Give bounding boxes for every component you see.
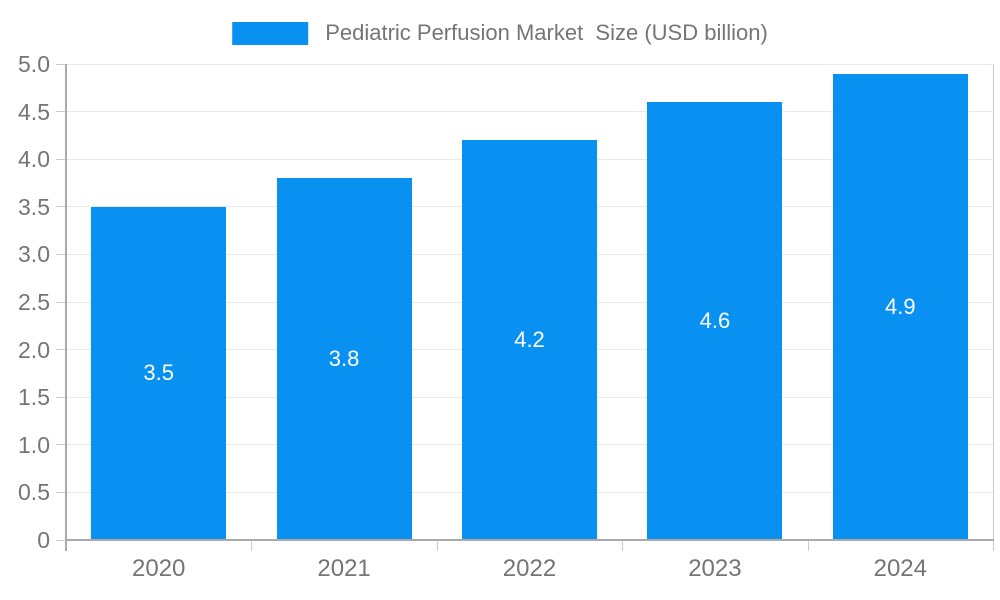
y-axis-line [65, 64, 67, 551]
y-tick [56, 253, 66, 255]
x-tick [622, 540, 624, 551]
x-tick [807, 540, 809, 551]
y-tick [56, 539, 66, 541]
legend-swatch [232, 21, 309, 45]
bar[interactable]: 4.6 [647, 102, 783, 540]
y-tick-label: 5.0 [18, 51, 50, 77]
y-tick-label: 3.0 [18, 241, 50, 268]
y-tick-label: 2.5 [18, 289, 50, 315]
y-tick-label: 2.0 [18, 336, 50, 363]
bar-value-label: 4.6 [699, 308, 731, 334]
legend-label: Pediatric Perfusion Market Size (USD bil… [325, 20, 768, 45]
bar-value-label: 4.9 [885, 293, 916, 319]
x-axis-line [66, 539, 994, 541]
gridline [66, 63, 993, 65]
y-tick-label: 1.0 [18, 431, 50, 458]
y-tick-label: 0 [37, 527, 50, 553]
y-tick-label: 0.5 [18, 479, 50, 506]
y-tick [56, 349, 66, 351]
y-tick [56, 491, 66, 493]
x-tick-label: 2020 [132, 555, 186, 582]
y-tick [56, 63, 66, 65]
legend[interactable]: Pediatric Perfusion Market Size (USD bil… [232, 20, 768, 46]
bar[interactable]: 4.9 [832, 73, 968, 540]
bar[interactable]: 3.5 [91, 206, 227, 540]
y-tick-label: 1.5 [18, 384, 50, 411]
y-tick-label: 4.5 [18, 98, 50, 125]
plot-right-border [993, 64, 994, 551]
y-tick [56, 396, 66, 398]
bar-value-label: 3.5 [143, 360, 174, 386]
bar[interactable]: 3.8 [276, 178, 412, 540]
y-tick-label: 4.0 [18, 146, 50, 173]
y-tick [56, 301, 66, 303]
x-tick-label: 2024 [873, 555, 927, 582]
y-tick [56, 158, 66, 160]
y-tick [56, 206, 66, 208]
y-tick [56, 111, 66, 113]
x-tick-label: 2023 [688, 555, 742, 582]
y-tick-label: 3.5 [18, 193, 50, 220]
bar[interactable]: 4.2 [462, 140, 597, 540]
y-tick [56, 444, 66, 446]
bar-value-label: 3.8 [328, 346, 360, 372]
x-tick-label: 2021 [317, 555, 371, 582]
gridline [66, 111, 993, 113]
x-tick [251, 540, 253, 551]
x-tick-label: 2022 [502, 555, 557, 582]
x-tick [436, 540, 438, 551]
bar-value-label: 4.2 [514, 327, 545, 353]
